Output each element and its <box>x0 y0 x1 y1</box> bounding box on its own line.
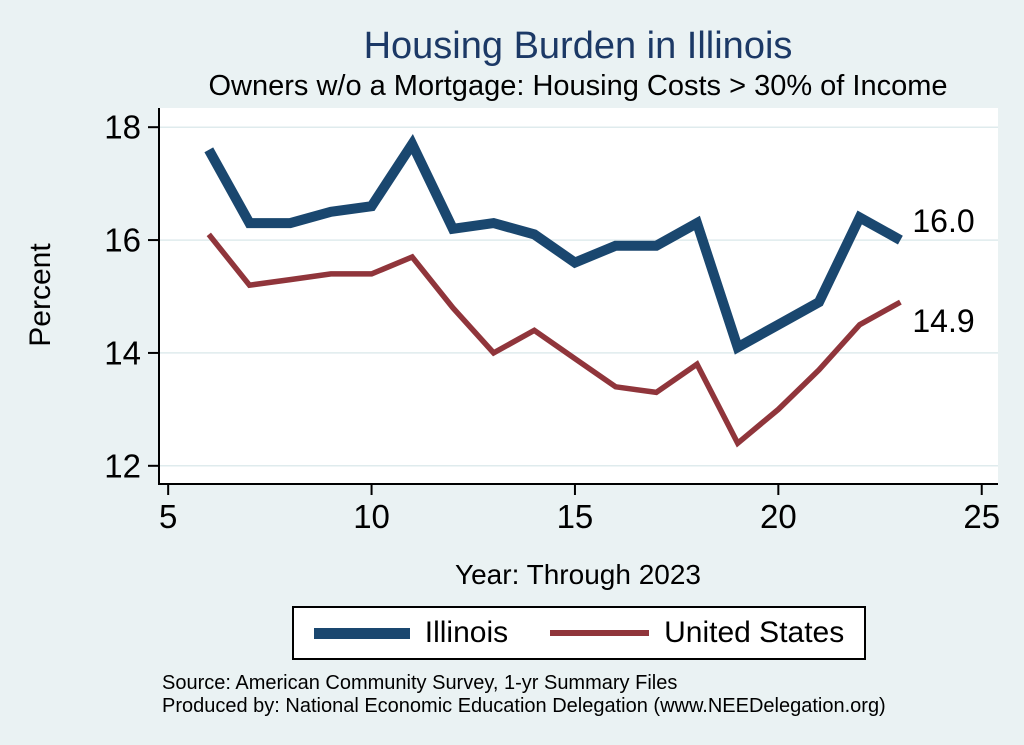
y-tick-label: 16 <box>104 222 141 259</box>
series-line-united-states <box>206 232 902 448</box>
united-states-line-swatch <box>550 630 650 636</box>
footer-produced-by: Produced by: National Economic Education… <box>162 694 886 717</box>
legend-label-illinois: Illinois <box>424 616 509 649</box>
y-tick-label: 14 <box>104 334 141 371</box>
end-value-label: 16.0 <box>912 203 974 239</box>
x-tick-label: 5 <box>159 498 177 535</box>
legend-label-united-states: United States <box>664 616 845 649</box>
plot-background <box>158 108 998 485</box>
x-tick-label: 25 <box>963 498 1000 535</box>
footer: Source: American Community Survey, 1-yr … <box>162 672 1002 717</box>
chart-subtitle: Owners w/o a Mortgage: Housing Costs > 3… <box>208 70 948 102</box>
y-tick-label: 18 <box>104 109 141 146</box>
x-axis-label: Year: Through 2023 <box>455 559 701 590</box>
legend-item-united-states: United States <box>550 616 844 650</box>
series-line-illinois <box>204 133 903 355</box>
legend-item-illinois: Illinois <box>313 616 509 650</box>
plot-area: 12 14 16 18 5 10 15 20 25 16.0 14.9 <box>104 108 1000 535</box>
legend: Illinois United States <box>292 606 866 660</box>
footer-source: Source: American Community Survey, 1-yr … <box>162 672 678 694</box>
x-tick-label: 15 <box>557 498 594 535</box>
end-value-label: 14.9 <box>912 303 974 339</box>
chart-title: Housing Burden in Illinois <box>363 25 793 67</box>
illinois-line-swatch <box>313 627 410 639</box>
x-tick-label: 10 <box>353 498 390 535</box>
x-tick-label: 20 <box>760 498 797 535</box>
y-tick-label: 12 <box>104 447 141 484</box>
y-axis-label: Percent <box>24 243 57 347</box>
